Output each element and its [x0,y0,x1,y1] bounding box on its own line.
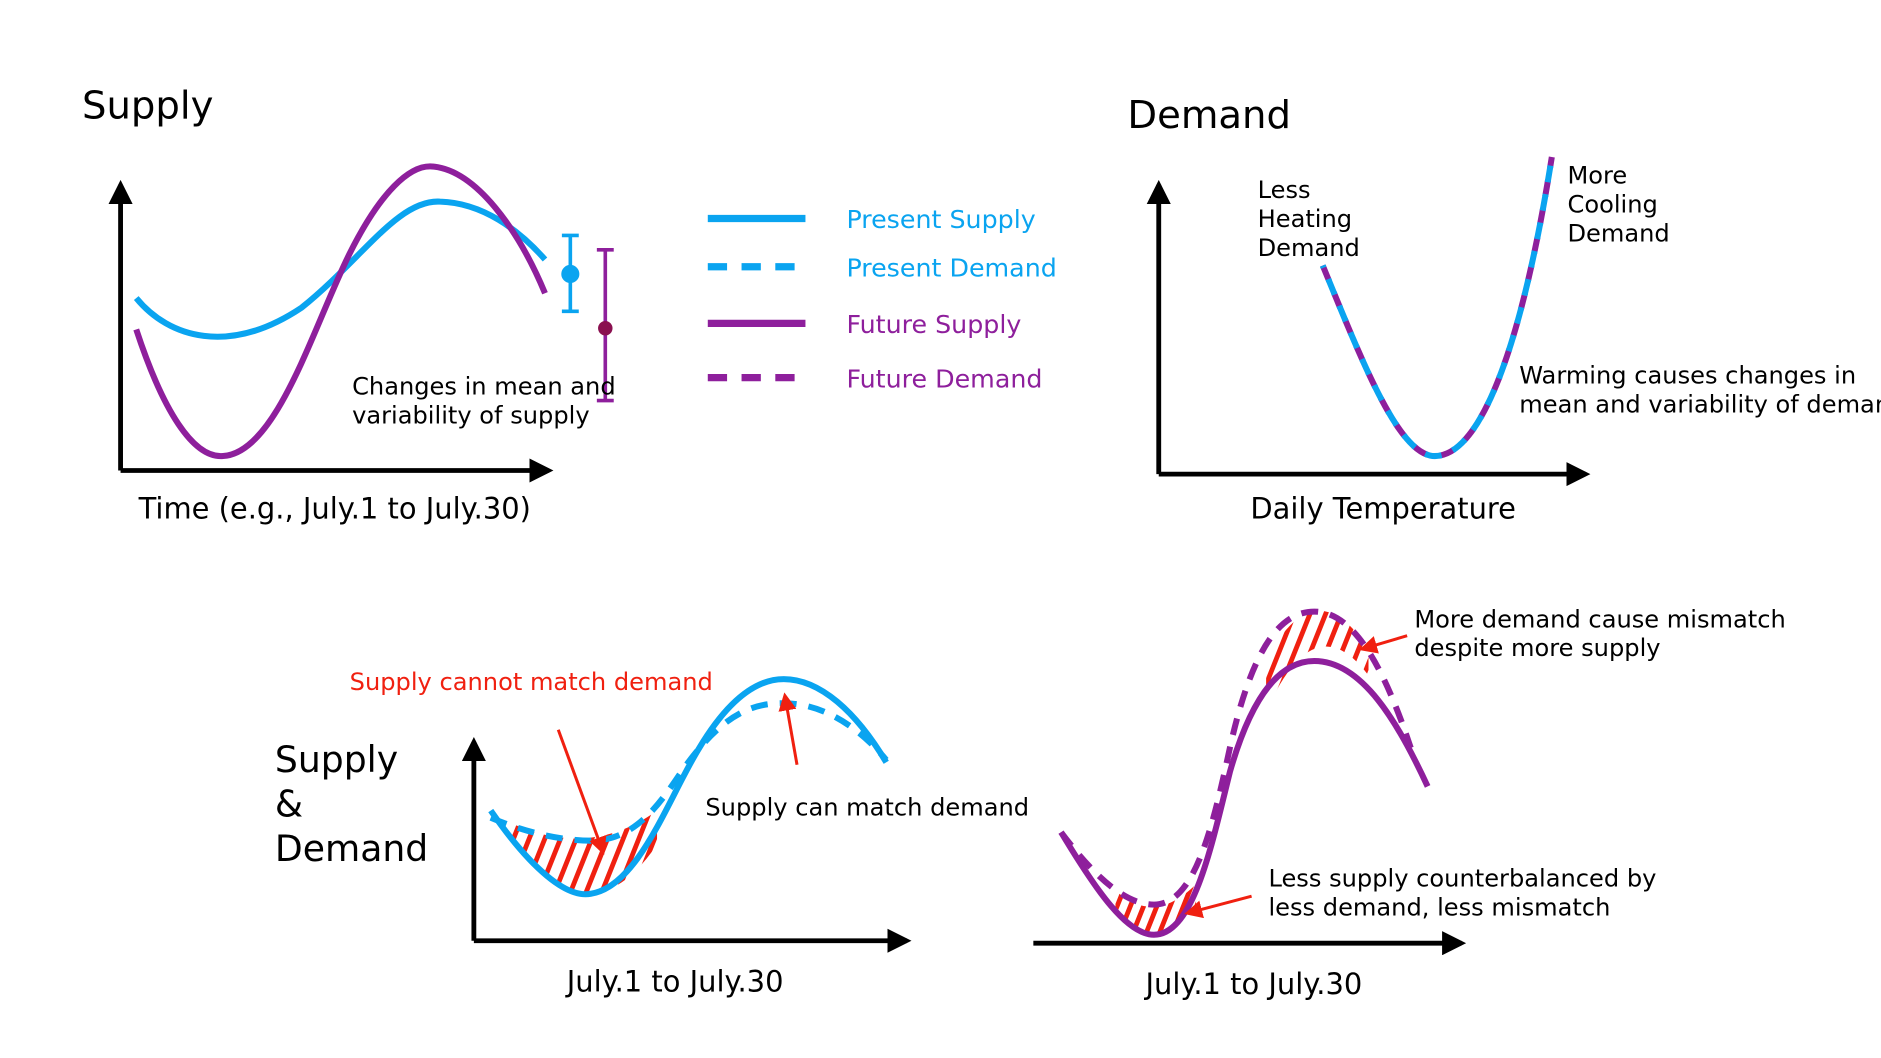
hatch-stroke [1266,610,1291,712]
note-text: More [1568,162,1628,190]
legend-label: Present Supply [846,204,1035,234]
note-text: mean and variability of demand [1519,391,1881,419]
note-text: Demand [1568,219,1670,247]
panel-title: Supply [82,83,213,128]
legend-label: Future Demand [846,363,1042,393]
panel-title: Demand [1127,93,1291,138]
note-text: Warming causes changes in [1519,362,1856,390]
panel-demand: Demand Less Heating Demand More Cooling … [1127,93,1881,526]
note-text: Cooling [1568,190,1658,218]
future-supply-curve [133,163,548,460]
note-text: Changes in mean and [352,373,616,401]
x-axis-label: Daily Temperature [1250,492,1516,526]
note-text: More demand cause mismatch [1414,605,1785,633]
hatch-stroke [1205,868,1239,952]
peak-arrow [1359,634,1408,654]
present-error-bar [561,233,580,314]
mismatch-hatching [512,810,658,894]
match-arrow [778,692,799,765]
mismatch-arrow [556,729,607,855]
note-text: despite more supply [1414,634,1660,662]
panel-future: More demand cause mismatch despite more … [1033,605,1786,1001]
note-text: Less [1258,176,1311,204]
note-text: Less supply counterbalanced by [1268,865,1656,893]
panel-title: & [275,783,303,826]
hatch-stroke [1149,884,1188,935]
mismatch-note: Supply cannot match demand [350,668,713,696]
x-axis-label: July.1 to July.30 [565,964,784,998]
trough-arrow [1184,894,1252,919]
note-text: less demand, less mismatch [1268,893,1610,921]
future-demand-curve [1319,156,1555,460]
note-text: variability of supply [352,401,590,429]
panel-supply: Supply Changes in mean and variability o… [82,83,616,525]
present-supply-curve [133,198,548,340]
future-supply-curve [1058,658,1431,938]
note-text: Demand [1258,234,1360,262]
match-note: Supply can match demand [705,793,1029,821]
hatch-stroke [1136,884,1175,935]
hatch-stroke [1122,884,1161,935]
present-demand-curve [1319,156,1555,460]
panel-title: Supply [275,738,398,781]
hatch-stroke [1115,884,1148,935]
hatch-stroke [621,810,658,894]
future-error-bar [596,248,614,403]
note-text: Heating [1258,205,1352,233]
hatch-stroke [1162,884,1197,935]
legend: Present Supply Present Demand Future Sup… [707,204,1057,393]
x-axis-label: Time (e.g., July.1 to July.30) [138,492,531,526]
legend-label: Future Supply [846,309,1021,339]
panel-title: Demand [275,827,428,870]
hatch-stroke [1266,610,1322,712]
hatch-stroke [1353,610,1369,712]
x-axis-label: July.1 to July.30 [1143,967,1362,1001]
legend-label: Present Demand [846,252,1056,282]
future-demand-curve [1058,608,1414,908]
present-demand-curve [489,700,889,844]
panel-present: Supply & Demand Supply cannot match dema… [275,668,1029,998]
